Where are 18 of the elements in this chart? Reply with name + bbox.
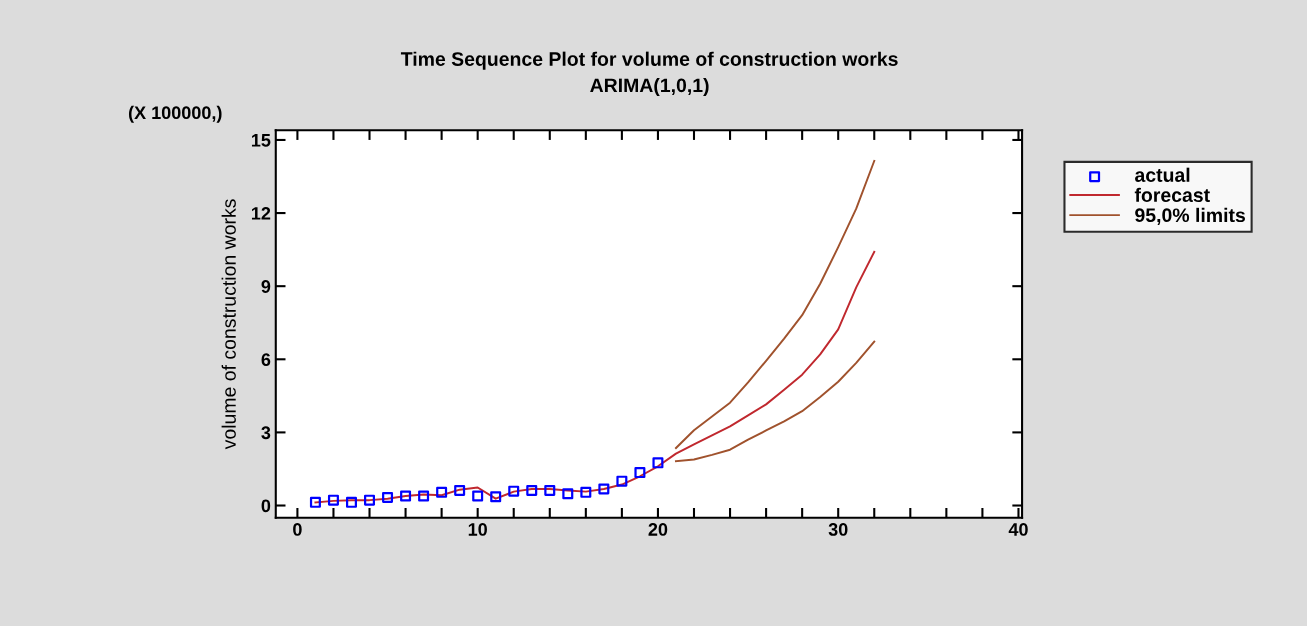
x-tick-label: 20 xyxy=(648,523,668,536)
y-tick-label: 9 xyxy=(261,280,271,293)
x-tick-label: 10 xyxy=(468,523,487,536)
x-tick-label: 40 xyxy=(1008,523,1028,536)
x-tick-label: 30 xyxy=(828,523,848,536)
y-tick-label: 15 xyxy=(251,134,271,147)
y-tick-label: 3 xyxy=(261,426,271,440)
chart-subtitle: ARIMA(1,0,1) xyxy=(590,77,709,97)
legend-label: forecast xyxy=(1134,187,1210,203)
text: (X 100000,) xyxy=(128,105,222,123)
x-tick-label: 0 xyxy=(293,523,302,536)
y-tick-label: 6 xyxy=(261,353,271,367)
y-axis-title: volume of construction works xyxy=(221,199,236,450)
legend-label: 95,0% limits xyxy=(1135,207,1245,225)
y-tick-label: 0 xyxy=(261,499,271,513)
y-tick-label: 12 xyxy=(251,207,271,220)
chart-title: Time Sequence Plot for volume of construction works xyxy=(400,51,898,70)
legend-label: actual xyxy=(1135,167,1190,182)
